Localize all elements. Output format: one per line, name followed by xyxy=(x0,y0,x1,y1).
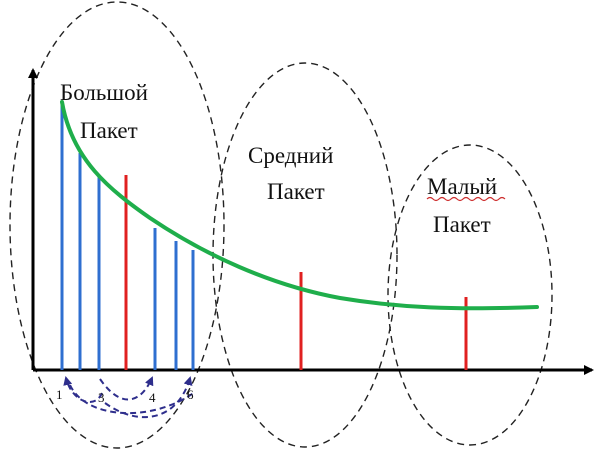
large-packet-label-line1: Большой xyxy=(60,80,148,105)
arc xyxy=(69,384,196,415)
medium-packet-label-line2: Пакет xyxy=(267,179,325,204)
large-packet-label-line2: Пакет xyxy=(80,118,138,143)
tick-number: 3 xyxy=(98,390,105,405)
medium-packet-label-line1: Средний xyxy=(248,143,333,168)
small-packet-label-line2: Пакет xyxy=(433,212,491,237)
tick-number: 1 xyxy=(56,387,63,402)
tick-number: 4 xyxy=(149,390,156,405)
large-packet-ellipse xyxy=(9,1,225,449)
medium-packet-ellipse xyxy=(212,62,398,448)
arc xyxy=(99,376,154,401)
decay-curve xyxy=(60,100,539,311)
spellcheck-underline xyxy=(426,196,506,202)
arc xyxy=(104,376,193,418)
small-packet-ellipse xyxy=(387,144,553,446)
transfer-arcs xyxy=(63,376,196,418)
blue-bars xyxy=(60,102,195,370)
tick-number: 6 xyxy=(187,387,194,402)
arc xyxy=(63,376,103,403)
small-packet-label-line1: Малый xyxy=(427,174,497,199)
